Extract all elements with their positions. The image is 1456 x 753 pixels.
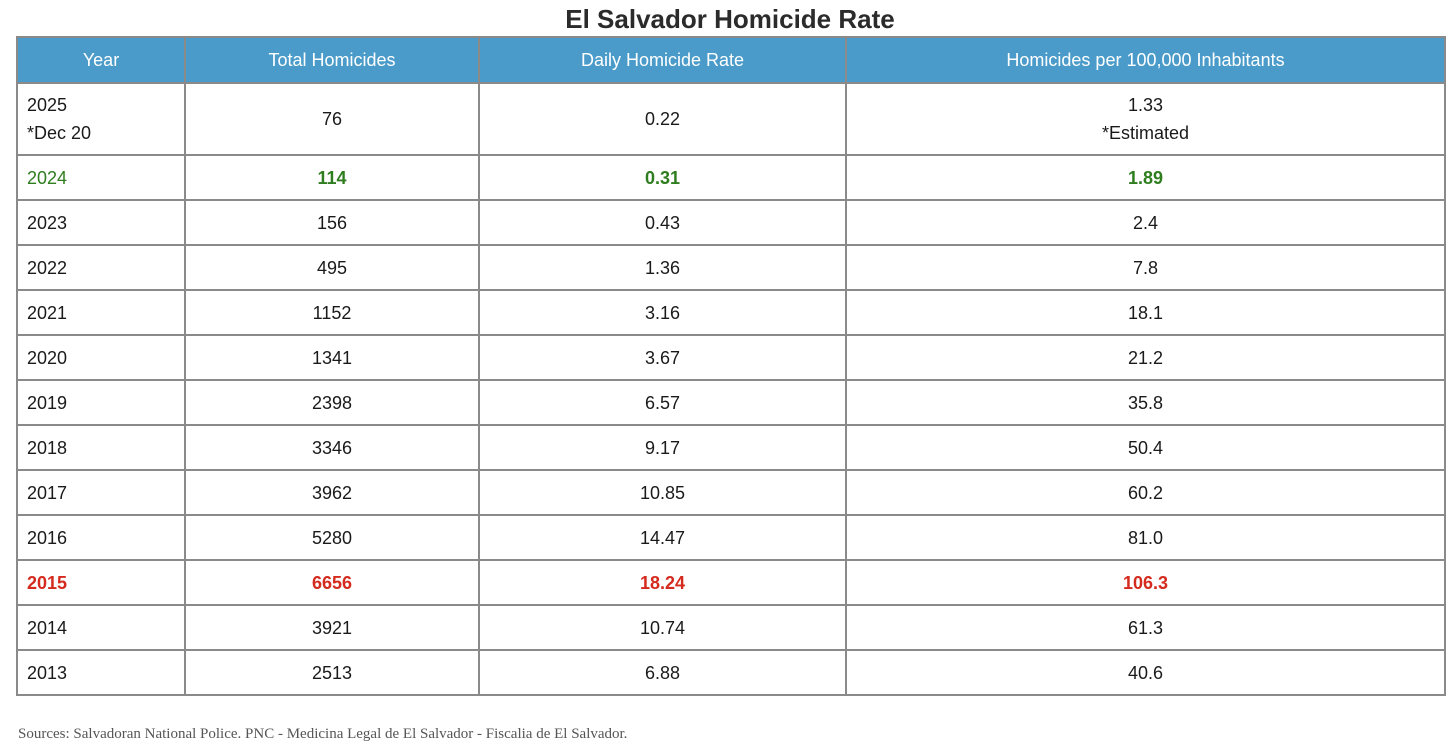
header-year: Year — [16, 36, 186, 84]
table-row: 2020 1341 3.67 21.2 — [16, 334, 1446, 381]
total-homicides-cell: 3921 — [184, 604, 480, 651]
per-100k-cell: 40.6 — [845, 649, 1446, 696]
table-row: 2021 1152 3.16 18.1 — [16, 289, 1446, 336]
homicide-table: Year Total Homicides Daily Homicide Rate… — [16, 36, 1446, 696]
table-row: 2013 2513 6.88 40.6 — [16, 649, 1446, 696]
per-100k-cell: 81.0 — [845, 514, 1446, 561]
total-homicides-cell: 1341 — [184, 334, 480, 381]
daily-rate-cell: 0.22 — [478, 82, 847, 156]
year-cell: 2014 — [16, 604, 186, 651]
per-100k-cell: 7.8 — [845, 244, 1446, 291]
daily-rate-cell: 10.74 — [478, 604, 847, 651]
per-100k-value: 1.33 — [1127, 95, 1164, 115]
header-daily-homicide-rate: Daily Homicide Rate — [478, 36, 847, 84]
year-cell: 2020 — [16, 334, 186, 381]
year-cell: 2013 — [16, 649, 186, 696]
daily-rate-cell: 0.43 — [478, 199, 847, 246]
header-total-homicides: Total Homicides — [184, 36, 480, 84]
per-100k-cell: 35.8 — [845, 379, 1446, 426]
total-homicides-cell: 5280 — [184, 514, 480, 561]
daily-rate-cell: 1.36 — [478, 244, 847, 291]
total-homicides-cell: 2398 — [184, 379, 480, 426]
total-homicides-cell: 76 — [184, 82, 480, 156]
daily-rate-cell: 18.24 — [478, 559, 847, 606]
table-row: 2019 2398 6.57 35.8 — [16, 379, 1446, 426]
table-row: 2016 5280 14.47 81.0 — [16, 514, 1446, 561]
table-row: 2017 3962 10.85 60.2 — [16, 469, 1446, 516]
table-row: 2018 3346 9.17 50.4 — [16, 424, 1446, 471]
total-homicides-cell: 114 — [184, 154, 480, 201]
daily-rate-cell: 9.17 — [478, 424, 847, 471]
year-cell: 2019 — [16, 379, 186, 426]
year-value: 2025 — [27, 95, 68, 115]
per-100k-cell: 50.4 — [845, 424, 1446, 471]
per-100k-cell: 18.1 — [845, 289, 1446, 336]
year-cell: 2015 — [16, 559, 186, 606]
table-row: 2014 3921 10.74 61.3 — [16, 604, 1446, 651]
year-cell: 2021 — [16, 289, 186, 336]
per-100k-cell: 1.89 — [845, 154, 1446, 201]
total-homicides-cell: 2513 — [184, 649, 480, 696]
year-cell: 2018 — [16, 424, 186, 471]
table-row-highlight-green: 2024 114 0.31 1.89 — [16, 154, 1446, 201]
total-homicides-cell: 1152 — [184, 289, 480, 336]
total-homicides-cell: 3346 — [184, 424, 480, 471]
header-homicides-per-100k: Homicides per 100,000 Inhabitants — [845, 36, 1446, 84]
sources-note: Sources: Salvadoran National Police. PNC… — [18, 726, 628, 742]
per-100k-cell: 1.33 *Estimated — [845, 82, 1446, 156]
table-title: El Salvador Homicide Rate — [565, 4, 895, 34]
per-100k-cell: 60.2 — [845, 469, 1446, 516]
per-100k-note: *Estimated — [1101, 123, 1190, 143]
table-header: Year Total Homicides Daily Homicide Rate… — [16, 36, 1446, 84]
daily-rate-cell: 10.85 — [478, 469, 847, 516]
daily-rate-cell: 3.67 — [478, 334, 847, 381]
total-homicides-cell: 6656 — [184, 559, 480, 606]
total-homicides-cell: 3962 — [184, 469, 480, 516]
daily-rate-cell: 6.57 — [478, 379, 847, 426]
year-cell: 2024 — [16, 154, 186, 201]
daily-rate-cell: 6.88 — [478, 649, 847, 696]
table-row: 2025 *Dec 20 76 0.22 1.33 *Estimated — [16, 82, 1446, 156]
year-cell: 2017 — [16, 469, 186, 516]
daily-rate-cell: 0.31 — [478, 154, 847, 201]
table-row: 2023 156 0.43 2.4 — [16, 199, 1446, 246]
year-cell: 2025 *Dec 20 — [16, 82, 186, 156]
per-100k-cell: 106.3 — [845, 559, 1446, 606]
year-cell: 2022 — [16, 244, 186, 291]
table-row-highlight-red: 2015 6656 18.24 106.3 — [16, 559, 1446, 606]
total-homicides-cell: 495 — [184, 244, 480, 291]
daily-rate-cell: 3.16 — [478, 289, 847, 336]
per-100k-cell: 2.4 — [845, 199, 1446, 246]
table-body: 2025 *Dec 20 76 0.22 1.33 *Estimated 202… — [16, 82, 1446, 696]
per-100k-cell: 61.3 — [845, 604, 1446, 651]
header-row: Year Total Homicides Daily Homicide Rate… — [16, 36, 1446, 84]
per-100k-cell: 21.2 — [845, 334, 1446, 381]
year-note: *Dec 20 — [27, 123, 92, 143]
daily-rate-cell: 14.47 — [478, 514, 847, 561]
year-cell: 2023 — [16, 199, 186, 246]
table-row: 2022 495 1.36 7.8 — [16, 244, 1446, 291]
total-homicides-cell: 156 — [184, 199, 480, 246]
year-cell: 2016 — [16, 514, 186, 561]
